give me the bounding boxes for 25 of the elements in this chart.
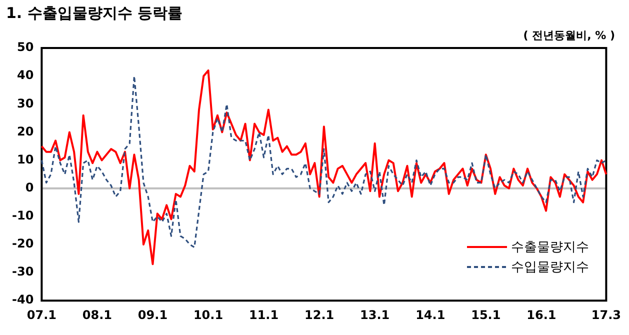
y-tick-label: -10 xyxy=(12,208,34,223)
y-tick-label: 20 xyxy=(16,124,34,138)
y-tick-label: -40 xyxy=(12,292,34,307)
x-tick-label: 14.1 xyxy=(416,308,446,322)
y-tick-label: -20 xyxy=(12,236,34,251)
y-tick-label: 50 xyxy=(16,40,34,54)
text: ( 전년동월비, % ) xyxy=(523,28,615,43)
x-tick-label: 12.1 xyxy=(304,308,334,322)
y-tick-label: -30 xyxy=(12,264,34,279)
legend-label: 수출물량지수 xyxy=(511,239,589,256)
x-tick-label: 16.1 xyxy=(526,308,556,322)
x-tick-label: 08.1 xyxy=(82,308,112,322)
legend-label: 수입물량지수 xyxy=(511,259,589,276)
y-tick-label: 0 xyxy=(25,180,34,194)
y-tick-label: 10 xyxy=(16,152,34,166)
y-tick-label: 30 xyxy=(16,96,34,110)
x-tick-label: 17.3 xyxy=(591,308,621,322)
x-tick-label: 09.1 xyxy=(138,308,168,322)
x-tick-label: 13.1 xyxy=(360,308,390,322)
y-tick-label: 40 xyxy=(16,68,34,82)
x-tick-label: 07.1 xyxy=(26,308,56,322)
chart-title: 1. 수출입물량지수 등락률 xyxy=(6,4,183,23)
x-tick-label: 11.1 xyxy=(248,308,279,322)
x-tick-label: 10.1 xyxy=(193,308,224,322)
x-tick-label: 15.1 xyxy=(471,308,501,322)
